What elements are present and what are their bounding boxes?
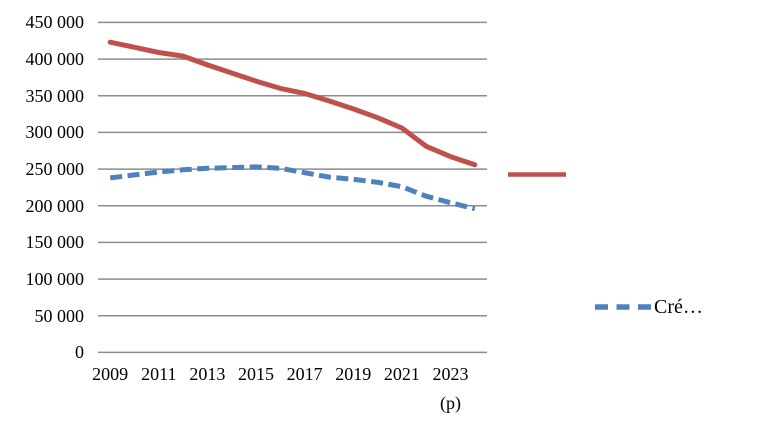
y-tick-label: 450 000 (25, 12, 85, 33)
x-tick-label: 2013 (189, 364, 226, 384)
x-tick-label: 2011 (141, 364, 177, 384)
x-axis-note: (p) (440, 393, 462, 413)
x-tick-label: 2019 (335, 364, 372, 384)
x-tick-label: 2017 (286, 364, 323, 384)
legend-label-creations: Cré… (654, 296, 703, 318)
y-tick-label: 0 (75, 342, 84, 363)
x-tick-label: 2009 (92, 364, 129, 384)
y-tick-label: 100 000 (25, 269, 85, 290)
x-tick-label: 2015 (238, 364, 275, 384)
y-tick-label: 150 000 (25, 232, 85, 253)
y-tick-label: 250 000 (25, 159, 85, 180)
series-line-red-solid (107, 39, 478, 168)
series-line-blue-dashed (109, 164, 476, 212)
y-tick-label: 300 000 (25, 122, 85, 143)
y-tick-label: 400 000 (25, 49, 85, 70)
y-tick-label: 50 000 (34, 305, 85, 326)
y-tick-label: 200 000 (25, 195, 85, 216)
x-tick-label: 2021 (383, 364, 420, 384)
x-tick-label: 2023 (432, 364, 469, 384)
y-tick-label: 350 000 (25, 85, 85, 106)
